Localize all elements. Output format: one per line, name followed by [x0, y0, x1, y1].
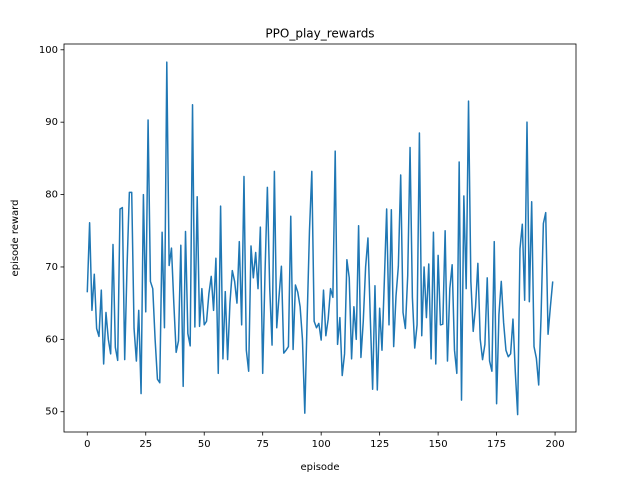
y-tick-label: 50	[45, 407, 58, 418]
y-tick-label: 100	[39, 45, 58, 56]
y-tick-label: 70	[45, 262, 58, 273]
x-tick-label: 150	[429, 439, 448, 450]
x-tick-label: 200	[546, 439, 565, 450]
x-tick-label: 0	[84, 439, 90, 450]
y-tick-label: 80	[45, 190, 58, 201]
plot-frame	[63, 43, 577, 433]
y-tick-label: 60	[45, 334, 58, 345]
x-tick-label: 75	[256, 439, 269, 450]
line-series	[86, 61, 554, 416]
x-tick-label: 125	[370, 439, 389, 450]
y-axis-label: episode reward	[10, 200, 21, 277]
x-axis-label: episode	[300, 462, 339, 473]
x-tick-label: 100	[312, 439, 331, 450]
x-tick-label: 50	[198, 439, 211, 450]
y-tick-label: 90	[45, 117, 58, 128]
x-tick-label: 25	[139, 439, 152, 450]
x-tick-label: 175	[487, 439, 506, 450]
chart-title: PPO_play_rewards	[265, 27, 374, 41]
